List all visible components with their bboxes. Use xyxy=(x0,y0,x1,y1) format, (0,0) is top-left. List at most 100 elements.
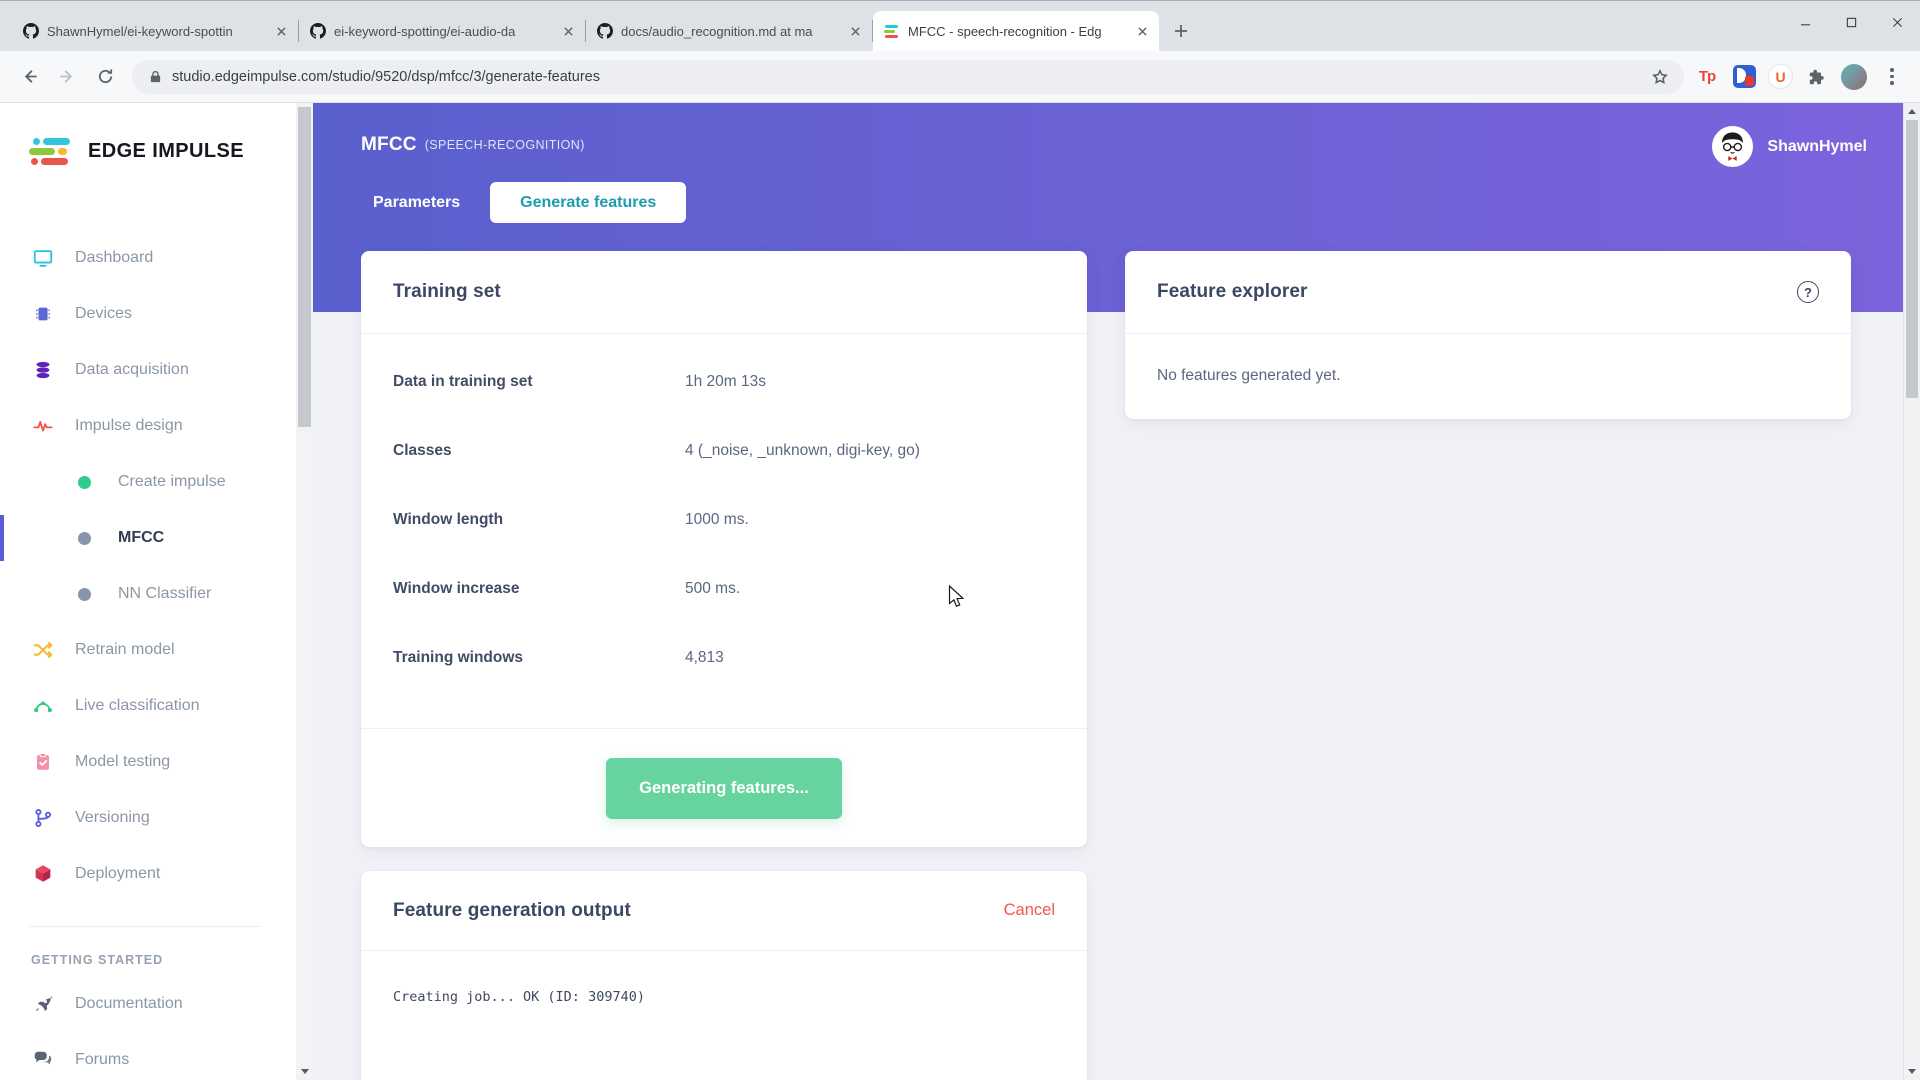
feature-explorer-card: Feature explorer ? No features generated… xyxy=(1125,251,1851,419)
table-row: Training windows 4,813 xyxy=(393,648,724,666)
extension-tp-icon[interactable]: Tp xyxy=(1698,68,1716,85)
page-scroll-down-button[interactable] xyxy=(1904,1063,1920,1080)
back-button[interactable] xyxy=(12,60,46,94)
tab-close-icon[interactable] xyxy=(559,22,577,40)
tab-close-icon[interactable] xyxy=(1133,22,1151,40)
browser-tab-3[interactable]: docs/audio_recognition.md at ma xyxy=(586,11,872,51)
sidebar-item-impulse-design[interactable]: Impulse design xyxy=(0,398,296,454)
pulse-icon xyxy=(31,414,55,438)
window-minimize-button[interactable] xyxy=(1782,2,1828,42)
dashboard-icon xyxy=(31,246,55,270)
table-row: Classes 4 (_noise, _unknown, digi-key, g… xyxy=(393,441,920,459)
tab-title: MFCC - speech-recognition - Edg xyxy=(908,23,1125,39)
job-log-line: Creating job... OK (ID: 309740) xyxy=(393,989,645,1005)
window-close-button[interactable] xyxy=(1874,2,1920,42)
git-branch-icon xyxy=(31,806,55,830)
browser-menu-icon[interactable] xyxy=(1880,65,1904,89)
feature-generation-output-card: Feature generation output Cancel Creatin… xyxy=(361,871,1087,1080)
window-controls xyxy=(1782,2,1920,42)
getting-started-label: GETTING STARTED xyxy=(31,953,164,967)
page-scrollbar[interactable] xyxy=(1903,103,1920,1080)
table-row: Window length 1000 ms. xyxy=(393,510,749,528)
sidebar-item-devices[interactable]: Devices xyxy=(0,286,296,342)
extensions-row: Tp U xyxy=(1694,63,1904,90)
sidebar-item-live-classification[interactable]: Live classification xyxy=(0,678,296,734)
help-icon[interactable]: ? xyxy=(1797,281,1819,303)
sidebar-item-documentation[interactable]: Documentation xyxy=(0,976,296,1032)
bookmark-star-icon[interactable] xyxy=(1648,65,1672,89)
bullet-dot-icon xyxy=(78,475,91,489)
tab-title: ei-keyword-spotting/ei-audio-da xyxy=(334,23,551,39)
tab-generate-features[interactable]: Generate features xyxy=(490,182,687,223)
training-set-card: Training set Data in training set 1h 20m… xyxy=(361,251,1087,847)
edge-impulse-logo-icon xyxy=(29,137,73,165)
browser-tab-2[interactable]: ei-keyword-spotting/ei-audio-da xyxy=(299,11,585,51)
feature-explorer-header: Feature explorer ? xyxy=(1125,251,1851,334)
reload-button[interactable] xyxy=(88,60,122,94)
feature-output-title: Feature generation output xyxy=(393,899,631,921)
tab-title: docs/audio_recognition.md at ma xyxy=(621,23,838,39)
training-set-rows: Data in training set 1h 20m 13s Classes … xyxy=(361,334,1087,728)
sidebar-item-model-testing[interactable]: Model testing xyxy=(0,734,296,790)
sidebar-item-deployment[interactable]: Deployment xyxy=(0,846,296,902)
cancel-button[interactable]: Cancel xyxy=(1003,901,1055,919)
browser-tab-1[interactable]: ShawnHymel/ei-keyword-spottin xyxy=(12,11,298,51)
bullet-dot-icon xyxy=(78,587,91,601)
sidebar-item-mfcc[interactable]: MFCC xyxy=(0,510,296,566)
page-scrollbar-thumb[interactable] xyxy=(1906,120,1918,398)
browser-tab-strip: ShawnHymel/ei-keyword-spottin ei-keyword… xyxy=(0,0,1920,51)
feature-output-header: Feature generation output Cancel xyxy=(361,871,1087,951)
github-icon xyxy=(310,23,326,39)
training-set-header: Training set xyxy=(361,251,1087,334)
training-set-title: Training set xyxy=(393,281,501,302)
page-scroll-up-button[interactable] xyxy=(1904,103,1920,120)
shuffle-icon xyxy=(31,638,55,662)
database-icon xyxy=(31,358,55,382)
browser-profile-avatar[interactable] xyxy=(1841,63,1867,90)
tab-parameters[interactable]: Parameters xyxy=(373,193,461,211)
extension-privacy-icon[interactable] xyxy=(1731,64,1757,90)
sidebar-item-data-acquisition[interactable]: Data acquisition xyxy=(0,342,296,398)
browser-toolbar: studio.edgeimpulse.com/studio/9520/dsp/m… xyxy=(0,51,1920,103)
sidebar-scroll-down-button[interactable] xyxy=(296,1063,313,1080)
user-avatar[interactable] xyxy=(1712,126,1754,167)
sidebar: EDGE IMPULSE Dashboard Devices Data acqu xyxy=(0,103,296,1080)
training-set-footer: Generating features... xyxy=(361,728,1087,847)
browser-tab-active[interactable]: MFCC - speech-recognition - Edg xyxy=(873,11,1159,51)
sidebar-item-retrain-model[interactable]: Retrain model xyxy=(0,622,296,678)
sidebar-divider xyxy=(29,926,260,927)
window-maximize-button[interactable] xyxy=(1828,2,1874,42)
url-text[interactable]: studio.edgeimpulse.com/studio/9520/dsp/m… xyxy=(172,68,600,85)
edge-impulse-favicon xyxy=(884,23,900,39)
feature-explorer-title: Feature explorer xyxy=(1157,281,1308,302)
extensions-puzzle-icon[interactable] xyxy=(1804,64,1830,90)
sidebar-item-versioning[interactable]: Versioning xyxy=(0,790,296,846)
page-header: MFCC (SPEECH-RECOGNITION) xyxy=(361,103,1867,156)
sidebar-scrollbar-thumb[interactable] xyxy=(298,107,311,427)
table-row: Window increase 500 ms. xyxy=(393,579,741,597)
user-chip[interactable]: ShawnHymel xyxy=(1712,126,1867,167)
bullet-dot-icon xyxy=(78,531,91,545)
sidebar-item-forums[interactable]: Forums xyxy=(0,1032,296,1080)
rocket-icon xyxy=(31,992,55,1016)
new-tab-button[interactable] xyxy=(1167,17,1195,45)
tab-title: ShawnHymel/ei-keyword-spottin xyxy=(47,23,264,39)
tab-close-icon[interactable] xyxy=(846,22,864,40)
extension-u-icon[interactable]: U xyxy=(1768,64,1793,89)
main-content: MFCC (SPEECH-RECOGNITION) ShawnHymel xyxy=(313,103,1920,1080)
lock-icon[interactable] xyxy=(144,66,166,88)
sidebar-scrollbar[interactable] xyxy=(296,103,313,1080)
address-bar[interactable]: studio.edgeimpulse.com/studio/9520/dsp/m… xyxy=(132,59,1684,94)
edge-impulse-logo-text: EDGE IMPULSE xyxy=(88,139,244,162)
edge-impulse-logo[interactable]: EDGE IMPULSE xyxy=(0,134,296,168)
page-title: MFCC xyxy=(361,134,417,155)
project-name-label: (SPEECH-RECOGNITION) xyxy=(424,138,585,152)
generating-features-button[interactable]: Generating features... xyxy=(606,757,842,819)
forward-button[interactable] xyxy=(50,60,84,94)
page-tabs: Parameters Generate features xyxy=(361,182,1867,223)
sidebar-item-create-impulse[interactable]: Create impulse xyxy=(0,454,296,510)
sidebar-item-dashboard[interactable]: Dashboard xyxy=(0,230,296,286)
sidebar-item-nn-classifier[interactable]: NN Classifier xyxy=(0,566,296,622)
chat-bubbles-icon xyxy=(31,1048,55,1072)
tab-close-icon[interactable] xyxy=(272,22,290,40)
